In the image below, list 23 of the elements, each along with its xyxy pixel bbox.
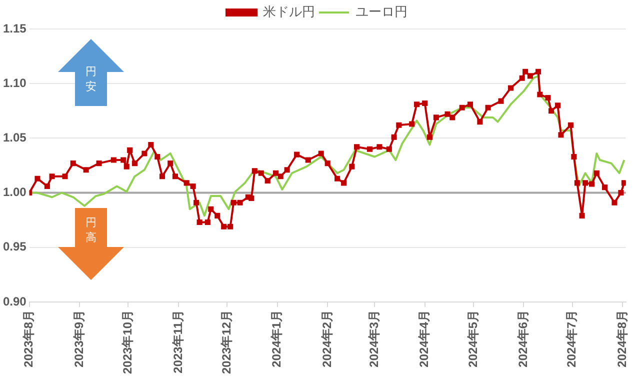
x-tick-label: 2023年11月 <box>170 310 185 374</box>
y-tick-label: 1.10 <box>2 76 27 90</box>
y-tick-label: 1.05 <box>2 130 27 144</box>
annotation: 円安 <box>84 65 98 95</box>
x-tick-label: 2024年8月 <box>614 310 629 368</box>
x-tick-label: 2023年10月 <box>120 310 135 374</box>
annotation: 円高 <box>84 216 98 246</box>
x-tick-label: 2023年8月 <box>22 310 36 368</box>
legend-label: 米ドル円 <box>263 4 315 20</box>
x-tick-label: 2024年5月 <box>466 310 480 368</box>
x-tick-label: 2023年12月 <box>219 310 234 374</box>
x-tick-label: 2024年4月 <box>417 310 432 368</box>
x-tick-label: 2024年2月 <box>320 310 334 368</box>
x-tick-label: 2023年9月 <box>72 310 86 368</box>
x-tick-label: 2024年6月 <box>516 310 530 368</box>
x-tick-label: 2024年3月 <box>366 310 381 368</box>
y-tick-label: 0.95 <box>2 240 27 254</box>
legend-label: ユーロ円 <box>356 4 408 20</box>
x-tick-label: 2024年1月 <box>270 310 284 368</box>
y-tick-label: 1.00 <box>2 185 27 200</box>
x-tick-label: 2024年7月 <box>564 310 579 368</box>
y-tick-label: 1.15 <box>2 21 27 36</box>
y-tick-label: 0.90 <box>2 294 27 308</box>
